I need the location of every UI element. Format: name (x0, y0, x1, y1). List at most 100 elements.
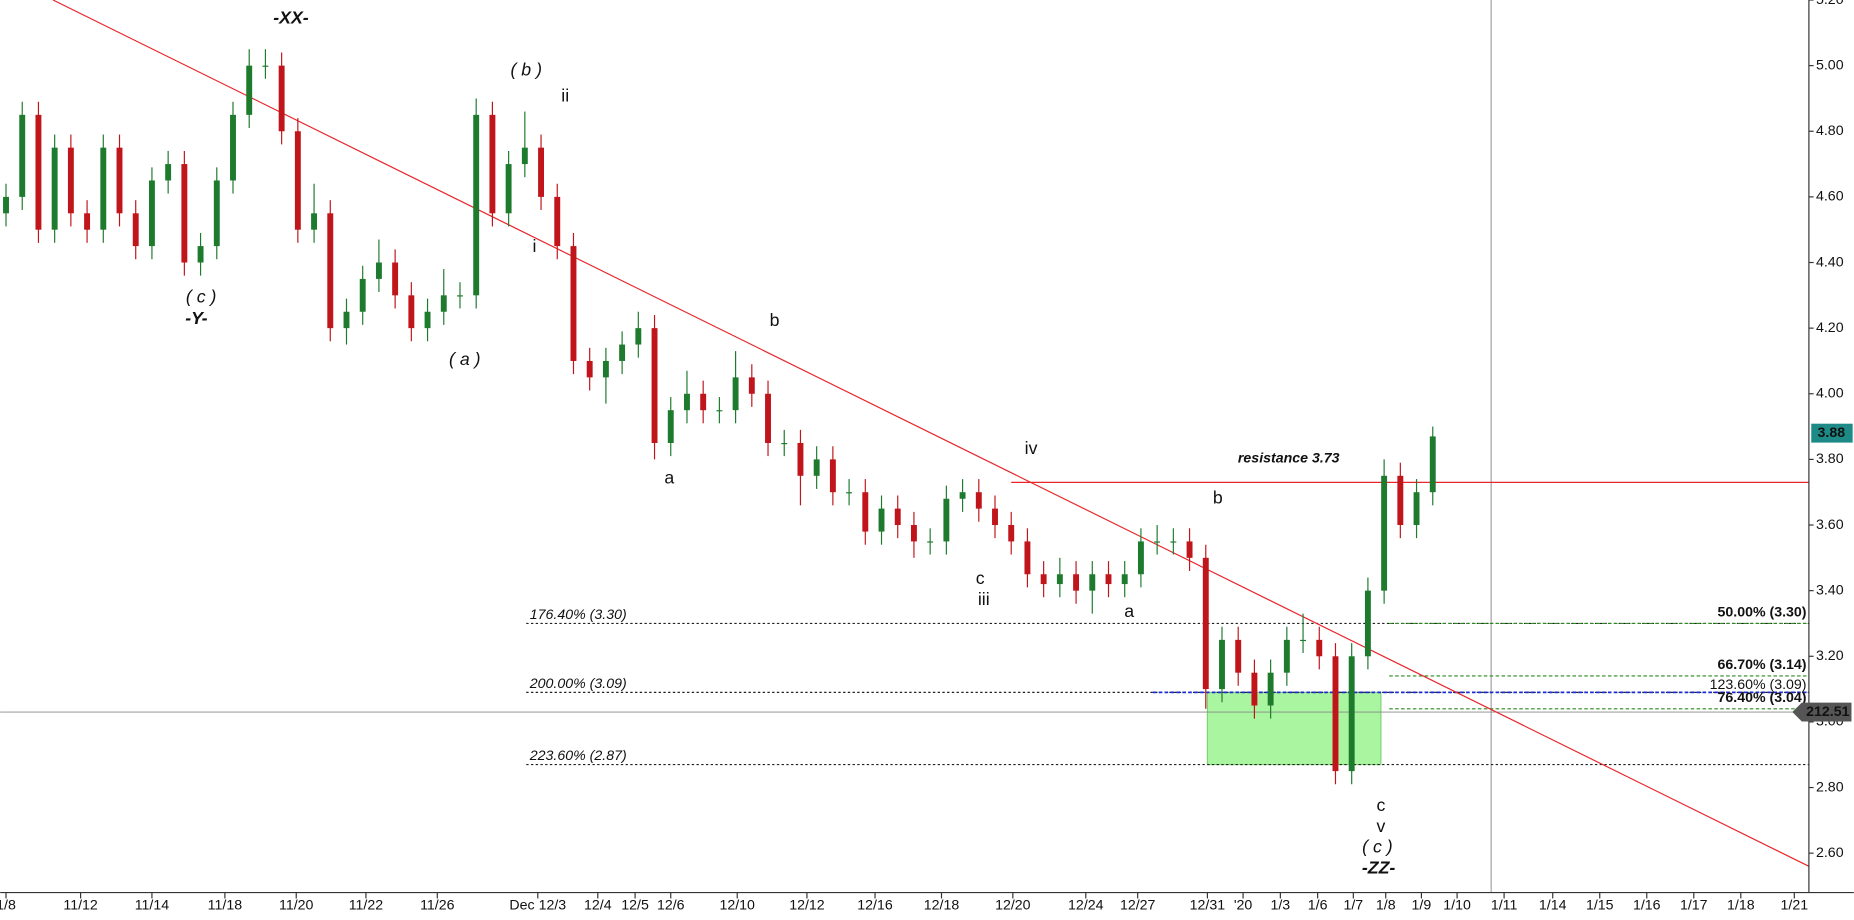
x-tick-label: 1/8 (1376, 897, 1396, 913)
wave-label: ( c ) (186, 287, 217, 307)
candle-body (651, 328, 658, 443)
fib-label: 223.60% (2.87) (529, 748, 627, 764)
x-tick-label: 1/11 (1491, 897, 1518, 913)
candle-body (1105, 574, 1112, 585)
x-tick-label: 11/20 (279, 897, 314, 913)
candle-body (489, 114, 496, 214)
y-tick-label: 3.40 (1816, 582, 1844, 598)
crosshair-tag (1792, 702, 1852, 722)
candle-body (84, 213, 91, 230)
candle-body (1429, 436, 1436, 493)
x-tick-label: 1/21 (1781, 897, 1809, 913)
candle-body (1267, 672, 1274, 706)
candle-body (473, 114, 480, 296)
candle-body (927, 541, 934, 543)
candle-body (505, 164, 512, 214)
candle-body (1040, 574, 1047, 585)
x-tick-label: 1/8 (0, 897, 16, 913)
x-tick-label: 1/10 (1443, 897, 1471, 913)
wave-label: v (1377, 816, 1386, 836)
x-tick-label: 11/12 (63, 897, 98, 913)
trendline (52, 0, 1810, 867)
y-tick-label: 3.60 (1816, 517, 1844, 533)
candle-body (1316, 639, 1323, 657)
candle-body (116, 147, 123, 214)
y-tick-label: 2.60 (1816, 845, 1844, 861)
x-tick-label: Dec 12/3 (509, 897, 566, 913)
x-tick-label: 1/6 (1308, 897, 1328, 913)
plot-layer: 176.40% (3.30) 200.00% (3.09) 223.60% (2.8… (0, 0, 1810, 893)
wave-label: ii (561, 86, 569, 106)
candle-body (1332, 656, 1339, 772)
candle-body (1186, 541, 1193, 558)
candle-body (813, 459, 820, 476)
candle-body (67, 147, 74, 214)
x-tick-label: 12/18 (924, 897, 960, 913)
candle-body (246, 65, 253, 115)
x-tick-label: 12/5 (621, 897, 649, 913)
last-price-tag (1811, 423, 1853, 443)
fib-label: 123.60% (3.09) (1710, 677, 1807, 693)
wave-label: a (1124, 601, 1134, 621)
candle-body (424, 311, 431, 329)
candle-body (1364, 590, 1371, 657)
x-tick-label: 12/4 (584, 897, 612, 913)
x-tick-label: '20 (1234, 897, 1253, 913)
candle-body (230, 114, 236, 181)
candle-body (959, 492, 966, 499)
candle-body (457, 295, 463, 297)
candle-body (619, 344, 626, 361)
candle-body (1202, 557, 1209, 690)
candle-body (35, 114, 42, 230)
fib-label: 66.70% (3.14) (1718, 657, 1807, 673)
candle-body (1381, 475, 1388, 591)
wave-label: iv (1025, 438, 1038, 458)
resistance-label: resistance 3.73 (1238, 450, 1340, 466)
candle-body (943, 498, 950, 542)
candle-body (1089, 574, 1096, 591)
candle-body (294, 131, 301, 230)
candle-body (748, 377, 755, 394)
wave-label: -Y- (185, 308, 207, 328)
wave-label: c (1377, 795, 1386, 815)
candle-body (1283, 639, 1290, 673)
candle-body (700, 393, 707, 411)
candle-body (732, 377, 739, 411)
wave-label: c (976, 568, 985, 588)
x-tick-label: 12/27 (1120, 897, 1156, 913)
candle-body (1397, 475, 1404, 526)
candle-body (797, 442, 804, 476)
target-zone (1206, 691, 1382, 766)
candle-body (392, 262, 399, 296)
candle-body (1073, 574, 1080, 591)
candle-body (440, 295, 447, 312)
candle-body (992, 508, 998, 526)
candle-body (213, 180, 220, 247)
y-tick-label: 2.80 (1816, 779, 1844, 795)
x-tick-label: 12/16 (857, 897, 893, 913)
x-tick-label: 1/3 (1271, 897, 1291, 913)
y-tick-label: 4.20 (1816, 320, 1844, 336)
candle-body (667, 410, 674, 443)
wave-label: a (664, 467, 674, 487)
candle-body (878, 508, 885, 532)
candle-body (343, 311, 350, 329)
candle-body (570, 246, 577, 361)
x-tick-label: 1/7 (1343, 897, 1363, 913)
fib-label: 50.00% (3.30) (1718, 605, 1807, 621)
candle-body (181, 164, 188, 263)
candle-body (1008, 525, 1015, 542)
wave-label: b (770, 310, 780, 330)
x-tick-label: 1/16 (1633, 897, 1661, 913)
candle-body (1235, 639, 1242, 673)
wave-label: iii (978, 589, 990, 609)
candle-body (359, 278, 366, 312)
wave-label: ( c ) (1362, 836, 1393, 856)
x-tick-label: 11/22 (349, 897, 384, 913)
wave-label: ( b ) (510, 60, 542, 80)
candle-body (635, 328, 642, 345)
y-tick-label: 4.80 (1816, 123, 1844, 139)
y-tick-label: 5.00 (1816, 57, 1844, 73)
fib-label: 200.00% (3.09) (529, 676, 627, 692)
